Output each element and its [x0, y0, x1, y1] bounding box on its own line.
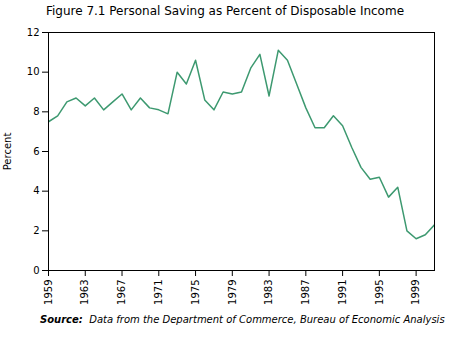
svg-text:2: 2 [33, 225, 39, 236]
svg-text:1971: 1971 [153, 280, 164, 305]
html-text:Figure 7.1 Personal Saving as: Figure 7.1 Personal Saving as Percent of… [46, 4, 404, 18]
svg-text:0: 0 [33, 265, 39, 276]
svg-text:1963: 1963 [79, 280, 90, 305]
svg-text:1995: 1995 [374, 280, 385, 305]
svg-text:10: 10 [27, 66, 40, 77]
svg-text:1999: 1999 [410, 280, 421, 305]
svg-text:12: 12 [27, 27, 40, 38]
svg-text:4: 4 [33, 185, 39, 196]
svg-text:Percent: Percent [2, 133, 13, 171]
svg-text:1975: 1975 [190, 280, 201, 305]
svg-text:1967: 1967 [116, 280, 127, 305]
svg-text:8: 8 [33, 106, 39, 117]
svg-text:1959: 1959 [43, 280, 54, 305]
html-text:Source: Data from the Departme: Source: Data from the Department of Comm… [40, 314, 445, 325]
svg-text:1987: 1987 [300, 280, 311, 305]
svg-text:1983: 1983 [263, 280, 274, 305]
svg-text:6: 6 [33, 146, 39, 157]
svg-text:1979: 1979 [227, 280, 238, 305]
svg-text:1991: 1991 [337, 280, 348, 305]
